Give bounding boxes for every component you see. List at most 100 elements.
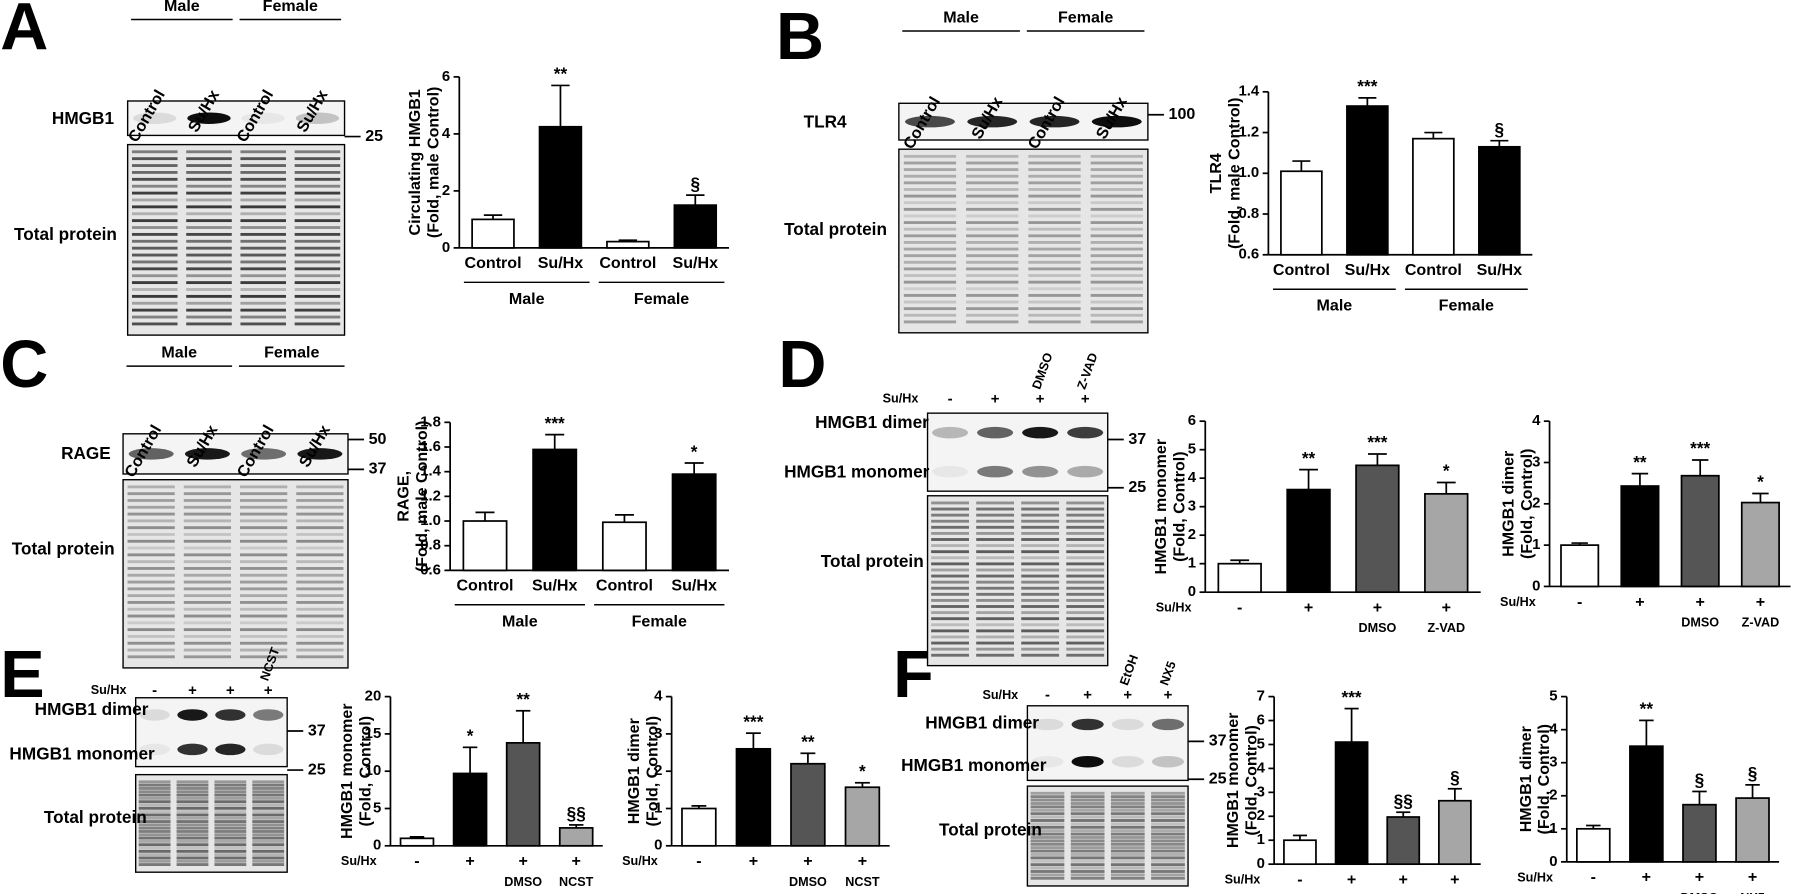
protein-stripe xyxy=(214,846,247,850)
protein-stripe xyxy=(1028,300,1081,304)
protein-stripe xyxy=(183,580,232,584)
protein-stripe xyxy=(976,501,1015,505)
blot-band xyxy=(1029,115,1080,128)
protein-stripe xyxy=(240,567,288,570)
protein-stripe xyxy=(1110,846,1145,850)
protein-stripe xyxy=(1066,568,1105,572)
protein-stripe xyxy=(138,839,171,843)
protein-stripe xyxy=(966,247,1019,251)
protein-stripe xyxy=(1028,254,1081,258)
significance-label: * xyxy=(1443,461,1450,481)
protein-stripe xyxy=(1110,798,1145,802)
protein-stripe xyxy=(138,863,171,867)
protein-stripe xyxy=(176,790,209,794)
protein-stripe xyxy=(1030,802,1065,805)
protein-stripe xyxy=(1028,320,1081,324)
lane-note: DMSO xyxy=(1030,351,1056,392)
protein-stripe xyxy=(1070,808,1105,812)
treatment-label: Su/Hx xyxy=(91,683,127,697)
protein-stripe xyxy=(966,201,1019,205)
protein-stripe xyxy=(1028,227,1081,231)
protein-stripe xyxy=(176,796,209,800)
protein-stripe xyxy=(186,322,232,326)
significance-label: ** xyxy=(801,732,815,752)
group-label: Female xyxy=(264,344,319,362)
panel-letter: D xyxy=(778,328,826,402)
protein-stripe xyxy=(931,647,969,651)
panel-letter: C xyxy=(0,328,48,402)
protein-stripe xyxy=(1110,853,1145,856)
protein-stripe xyxy=(931,623,969,627)
y-tick-label: 3 xyxy=(1257,784,1265,800)
protein-stripe xyxy=(183,553,232,557)
treatment-label: Su/Hx xyxy=(883,392,919,406)
protein-stripe xyxy=(176,833,209,837)
protein-stripe xyxy=(240,170,286,174)
protein-stripe xyxy=(1028,181,1081,185)
protein-stripe xyxy=(131,239,178,243)
protein-stripe xyxy=(1066,580,1105,584)
y-tick-label: 4 xyxy=(442,126,451,142)
band-label: HMGB1 dimer xyxy=(35,699,149,719)
blot-band xyxy=(297,448,343,460)
category-note: NCST xyxy=(845,875,880,889)
protein-stripe xyxy=(296,587,344,591)
protein-stripe xyxy=(931,611,969,615)
protein-stripe xyxy=(183,519,232,523)
protein-stripe xyxy=(138,806,171,810)
protein-stripe xyxy=(931,538,969,541)
protein-stripe xyxy=(903,320,957,324)
significance-label: § xyxy=(1450,767,1460,787)
protein-stripe xyxy=(1030,836,1065,839)
protein-stripe xyxy=(131,322,178,326)
protein-stripe xyxy=(1066,538,1105,541)
protein-stripe xyxy=(131,294,178,298)
protein-stripe xyxy=(931,507,969,511)
protein-stripe xyxy=(1110,805,1145,809)
protein-stripe xyxy=(131,205,178,209)
protein-stripe xyxy=(214,859,247,863)
x-tick-label: - xyxy=(1237,598,1242,616)
protein-stripe xyxy=(138,793,171,797)
lane-label: + xyxy=(188,683,197,699)
marker-label: 100 xyxy=(1169,105,1196,123)
protein-stripe xyxy=(183,641,232,645)
significance-label: * xyxy=(691,441,698,461)
total-label: Total protein xyxy=(14,224,117,244)
protein-stripe xyxy=(903,181,957,185)
protein-stripe xyxy=(1110,876,1145,880)
protein-stripe xyxy=(240,533,288,536)
protein-stripe xyxy=(1030,863,1065,867)
protein-stripe xyxy=(931,531,969,535)
y-axis-label: HMGB1 monomer xyxy=(1224,713,1242,849)
y-tick-label: 5 xyxy=(373,800,381,816)
protein-stripe xyxy=(252,856,285,860)
protein-stripe xyxy=(240,164,286,167)
protein-stripe xyxy=(931,629,969,633)
blot-band xyxy=(1031,755,1064,768)
protein-stripe xyxy=(1030,819,1065,822)
protein-stripe xyxy=(176,820,209,823)
protein-stripe xyxy=(903,194,957,198)
protein-stripe xyxy=(1066,574,1105,578)
protein-stripe xyxy=(183,546,232,550)
protein-stripe xyxy=(214,836,247,840)
protein-stripe xyxy=(1090,214,1143,218)
protein-stripe xyxy=(127,560,175,564)
protein-stripe xyxy=(240,539,288,543)
protein-stripe xyxy=(1021,501,1060,505)
protein-stripe xyxy=(966,207,1019,211)
protein-stripe xyxy=(240,301,286,305)
y-tick-label: 6 xyxy=(1188,413,1196,429)
protein-stripe xyxy=(903,241,957,244)
protein-stripe xyxy=(214,833,247,837)
protein-stripe xyxy=(1090,188,1143,191)
protein-stripe xyxy=(214,839,247,843)
protein-stripe xyxy=(214,849,247,853)
blot-band xyxy=(905,115,955,128)
protein-stripe xyxy=(127,614,175,618)
protein-stripe xyxy=(296,634,344,638)
protein-stripe xyxy=(296,505,344,509)
protein-stripe xyxy=(1070,859,1105,863)
protein-stripe xyxy=(1090,168,1143,172)
